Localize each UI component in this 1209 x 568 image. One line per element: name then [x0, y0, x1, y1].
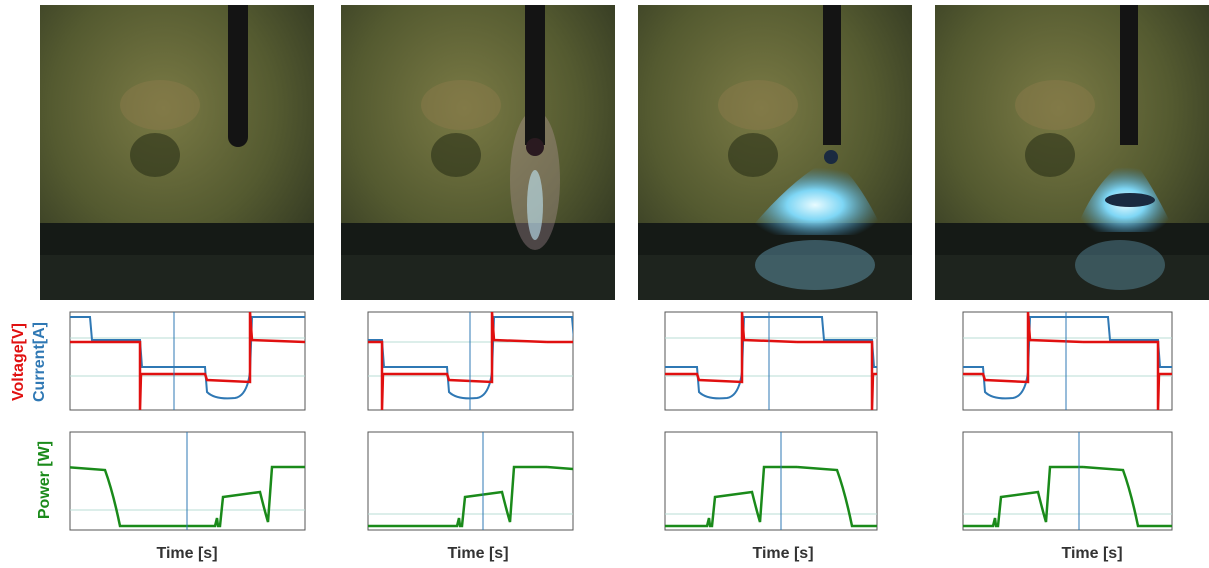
photo [341, 5, 615, 300]
voltage-label: Voltage[V] [10, 323, 27, 401]
power-plot [962, 431, 1173, 531]
x-axis-label: Time [s] [752, 545, 813, 562]
voltage-current-plot [962, 311, 1173, 411]
power-plot [664, 431, 878, 531]
x-axis-label: Time [s] [156, 545, 217, 562]
power-plot [69, 431, 306, 531]
photo [40, 5, 314, 300]
x-axis-label: Time [s] [447, 545, 508, 562]
power-label: Power [W] [36, 441, 53, 519]
photo [935, 5, 1209, 300]
voltage-current-plot [664, 311, 878, 411]
photo [638, 5, 912, 300]
current-label: Current[A] [31, 322, 48, 402]
x-axis-label: Time [s] [1061, 545, 1122, 562]
voltage-current-plot [69, 311, 306, 411]
power-plot [367, 431, 574, 531]
voltage-current-plot [367, 311, 574, 411]
